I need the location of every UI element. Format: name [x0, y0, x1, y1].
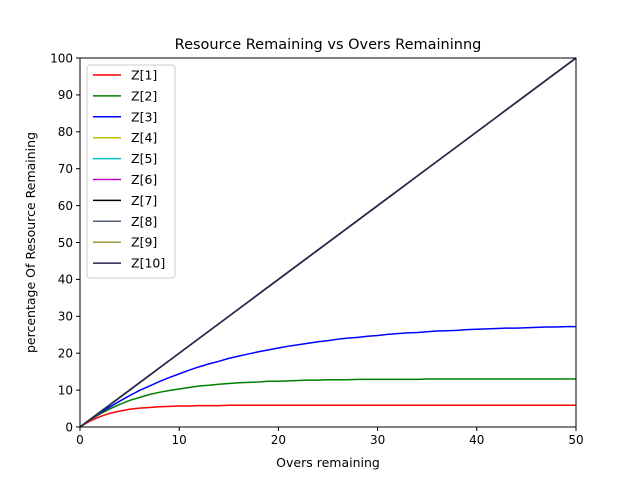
plot-area: [79, 57, 577, 428]
y-tick-label: 40: [58, 273, 73, 287]
x-tick-label: 0: [76, 433, 84, 447]
x-tick-label: 50: [568, 433, 583, 447]
series-line-1: [79, 404, 576, 428]
y-tick-label: 60: [58, 199, 73, 213]
x-tick-label: 20: [271, 433, 286, 447]
y-tick-label: 20: [58, 347, 73, 361]
legend-label-4: Z[4]: [131, 130, 157, 145]
x-axis-label: Overs remaining: [276, 455, 380, 470]
legend-label-9: Z[9]: [131, 235, 157, 250]
legend-label-8: Z[8]: [131, 214, 157, 229]
legend-label-10: Z[10]: [131, 256, 165, 271]
chart-title: Resource Remaining vs Overs Remaininng: [175, 37, 482, 53]
x-axis: 0 10 20 30 40 50: [76, 427, 584, 447]
series-line-10: [79, 57, 577, 428]
legend-label-1: Z[1]: [131, 68, 157, 83]
series-line-3: [79, 325, 576, 428]
legend: Z[1] Z[2] Z[3] Z[4] Z[5] Z[6] Z[7] Z[8] Z[9] Z[10…: [86, 64, 176, 279]
y-tick-label: 50: [58, 236, 73, 250]
y-tick-label: 80: [58, 125, 73, 139]
legend-label-5: Z[5]: [131, 151, 157, 166]
series-line-2: [79, 378, 576, 428]
y-tick-label: 0: [65, 420, 73, 434]
legend-box: [86, 64, 176, 279]
y-tick-label: 10: [58, 383, 73, 397]
y-tick-label: 30: [58, 310, 73, 324]
y-axis: 0 10 20 30 40 50 60 70 80 90 100: [50, 51, 80, 434]
x-tick-label: 40: [469, 433, 484, 447]
y-tick-label: 70: [58, 162, 73, 176]
y-axis-label: percentage Of Resource Remaining: [23, 132, 38, 353]
y-tick-label: 90: [58, 88, 73, 102]
x-tick-label: 10: [172, 433, 187, 447]
legend-label-6: Z[6]: [131, 172, 157, 187]
legend-label-2: Z[2]: [131, 88, 157, 103]
legend-label-3: Z[3]: [131, 109, 157, 124]
x-tick-label: 30: [370, 433, 385, 447]
legend-label-7: Z[7]: [131, 193, 157, 208]
y-tick-label: 100: [50, 51, 73, 65]
